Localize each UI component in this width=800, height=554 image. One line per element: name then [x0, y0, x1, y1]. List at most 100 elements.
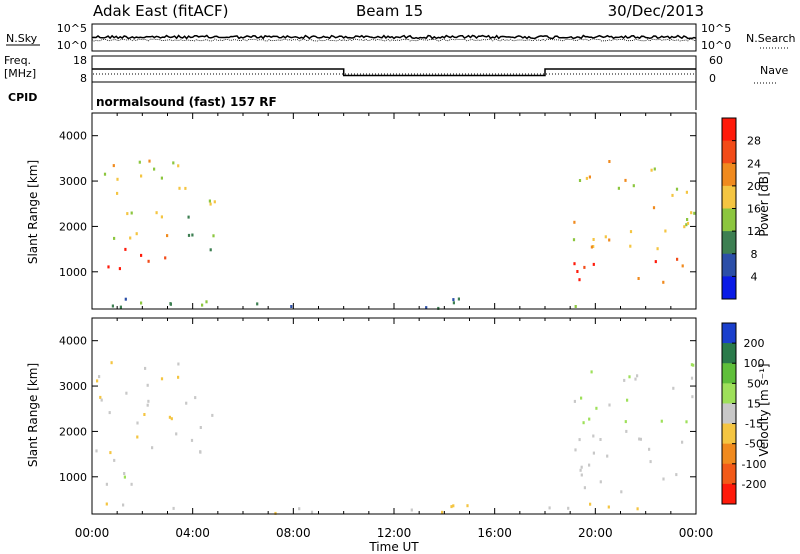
- scatter-cell: [170, 417, 173, 421]
- scatter-cell: [629, 244, 632, 248]
- scatter-cell: [589, 502, 592, 506]
- scatter-cell: [567, 506, 570, 510]
- scatter-cell: [148, 159, 151, 163]
- scatter-cell: [177, 362, 180, 366]
- velocity-colorbar: 200 100 50 15 -15 -50 -100 -200: [721, 322, 766, 505]
- beam-title: Beam 15: [356, 2, 423, 20]
- scatter-cell: [693, 211, 696, 215]
- scatter-cell: [457, 297, 460, 301]
- colorbar-segment: [722, 118, 736, 142]
- scatter-cell: [169, 302, 172, 306]
- colorbar-tick-label: 8: [751, 248, 758, 261]
- scatter-cell: [632, 184, 635, 188]
- scatter-cell: [164, 256, 167, 260]
- scatter-cell: [599, 480, 602, 484]
- scatter-cell: [177, 164, 180, 168]
- scatter-cell: [617, 186, 620, 190]
- colorbar-tick-label: 16: [747, 203, 761, 216]
- velocity-panel-frame: [91, 317, 697, 515]
- scatter-cell: [136, 421, 139, 425]
- colorbar-tick-label: 200: [744, 337, 765, 350]
- colorbar-segment: [722, 185, 736, 209]
- scatter-cell: [100, 398, 103, 402]
- scatter-cell: [112, 164, 115, 168]
- colorbar-tick-label: -50: [745, 438, 763, 451]
- power-colorbar-label: Power [dB]: [757, 171, 771, 236]
- y-tick-label: 1000: [59, 266, 87, 279]
- x-tick-label: 16:00: [477, 526, 512, 540]
- scatter-cell: [671, 193, 674, 197]
- scatter-cell: [208, 199, 211, 203]
- scatter-cell: [607, 505, 610, 509]
- colorbar-tick-label: 4: [751, 270, 758, 283]
- scatter-cell: [105, 482, 108, 486]
- scatter-cell: [160, 377, 164, 381]
- scatter-cell: [675, 473, 678, 477]
- y-tick-label: 1000: [59, 471, 87, 484]
- scatter-cell: [144, 366, 147, 370]
- scatter-cell: [685, 190, 688, 194]
- x-tick-label: 04:00: [175, 526, 210, 540]
- freq-label-line1: Freq.: [4, 54, 31, 67]
- scatter-cell: [606, 454, 609, 458]
- scatter-cell: [608, 403, 611, 407]
- scatter-cell: [624, 420, 627, 424]
- scatter-cell: [441, 510, 444, 514]
- colorbar-segment: [722, 276, 736, 300]
- scatter-cell: [574, 305, 577, 308]
- colorbar-tick-label: 12: [747, 225, 761, 238]
- scatter-cell: [129, 236, 132, 240]
- colorbar-tick-label: -15: [745, 418, 763, 431]
- scatter-cell: [123, 472, 126, 475]
- freq-left-tick-top: 18: [73, 54, 87, 67]
- scatter-cell: [187, 215, 190, 219]
- scatter-cell: [626, 398, 629, 402]
- scatter-cell: [172, 161, 175, 165]
- colorbar-segment: [722, 463, 736, 485]
- scatter-cell: [116, 177, 119, 181]
- x-tick-label: 20:00: [578, 526, 613, 540]
- scatter-cell: [126, 212, 129, 216]
- y-tick-label: 4000: [59, 335, 87, 348]
- colorbar-tick-label: 24: [747, 157, 761, 170]
- colorbar-segment: [722, 363, 736, 384]
- scatter-cell: [125, 391, 128, 395]
- scatter-cell: [573, 220, 576, 224]
- scatter-cell: [290, 305, 293, 308]
- scatter-cell: [636, 507, 639, 511]
- colorbar-tick-label: 15: [747, 397, 761, 410]
- nave-label: Nave: [760, 64, 788, 77]
- scatter-cell: [572, 238, 576, 242]
- scatter-cell: [298, 507, 301, 511]
- scatter-cell: [592, 262, 595, 266]
- scatter-cell: [211, 413, 214, 417]
- noise-left-tick-top: 10^5: [57, 22, 87, 35]
- scatter-cell: [590, 245, 593, 249]
- scatter-cell: [664, 229, 667, 233]
- scatter-cell: [592, 434, 595, 438]
- y-tick-label: 4000: [59, 130, 87, 143]
- noise-search-label: N.Search: [746, 32, 796, 45]
- scatter-cell: [185, 401, 188, 405]
- scatter-cell: [548, 506, 551, 510]
- scatter-cell: [122, 503, 125, 507]
- scatter-cell: [574, 448, 577, 452]
- time-x-tick-labels: 00:00 04:00 08:00 12:00 16:00 20:00 00:00: [75, 526, 714, 540]
- scatter-cell: [578, 179, 582, 182]
- scatter-cell: [199, 450, 202, 454]
- scatter-cell: [111, 304, 114, 308]
- power-y-axis-label: Slant Range [km]: [26, 160, 40, 264]
- scatter-cell: [686, 221, 690, 225]
- scatter-cell: [140, 174, 143, 178]
- freq-trace: [92, 68, 696, 77]
- scatter-cell: [425, 306, 428, 310]
- scatter-cell: [675, 187, 679, 191]
- scatter-cell: [136, 435, 139, 439]
- scatter-cell: [194, 396, 197, 400]
- scatter-cell: [191, 233, 194, 237]
- scatter-cell: [172, 506, 175, 510]
- freq-label-line2: [MHz]: [4, 67, 36, 80]
- scatter-cell: [153, 167, 156, 171]
- scatter-cell: [649, 460, 652, 464]
